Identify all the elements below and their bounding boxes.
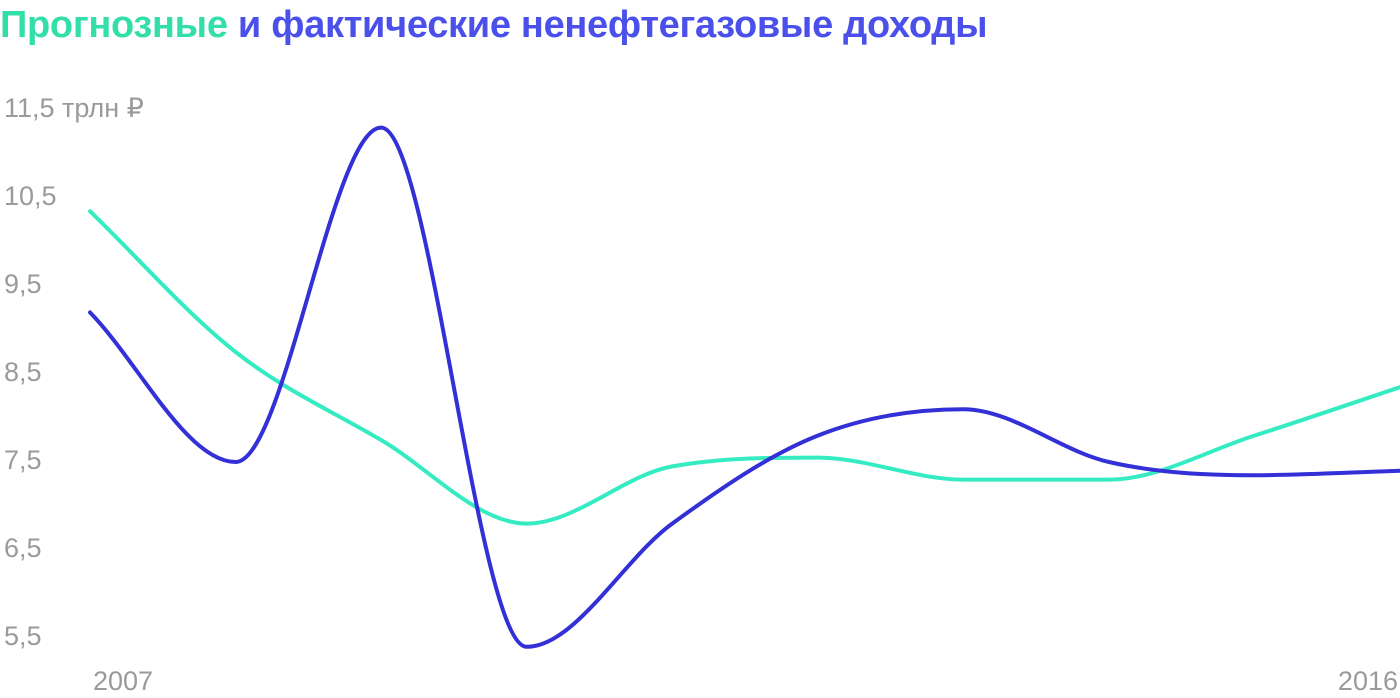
chart-title-actual: и фактические ненефтегазовые доходы xyxy=(237,4,988,46)
y-tick-label: 6,5 xyxy=(4,533,42,563)
x-tick-label: 2007 xyxy=(93,666,153,696)
forecast-revenue-line xyxy=(88,209,1400,526)
y-tick-label: 8,5 xyxy=(4,357,42,387)
y-tick-label: 7,5 xyxy=(4,445,42,475)
chart-title-forecast: Прогнозные xyxy=(0,4,228,46)
chart-series xyxy=(88,125,1400,649)
y-tick-label: 5,5 xyxy=(4,621,42,651)
actual-revenue-line xyxy=(88,125,1400,649)
y-axis-ticks: 11,5 трлн ₽ 10,5 9,5 8,5 7,5 6,5 5,5 xyxy=(4,93,144,651)
y-tick-label: 11,5 трлн ₽ xyxy=(4,93,144,123)
chart-title: Прогнозные и фактические ненефтегазовые … xyxy=(0,4,988,47)
y-tick-label: 10,5 xyxy=(4,181,57,211)
x-tick-label: 2016 xyxy=(1338,666,1398,696)
y-tick-label: 9,5 xyxy=(4,269,42,299)
x-axis-ticks: 2007 2016 xyxy=(93,666,1398,696)
